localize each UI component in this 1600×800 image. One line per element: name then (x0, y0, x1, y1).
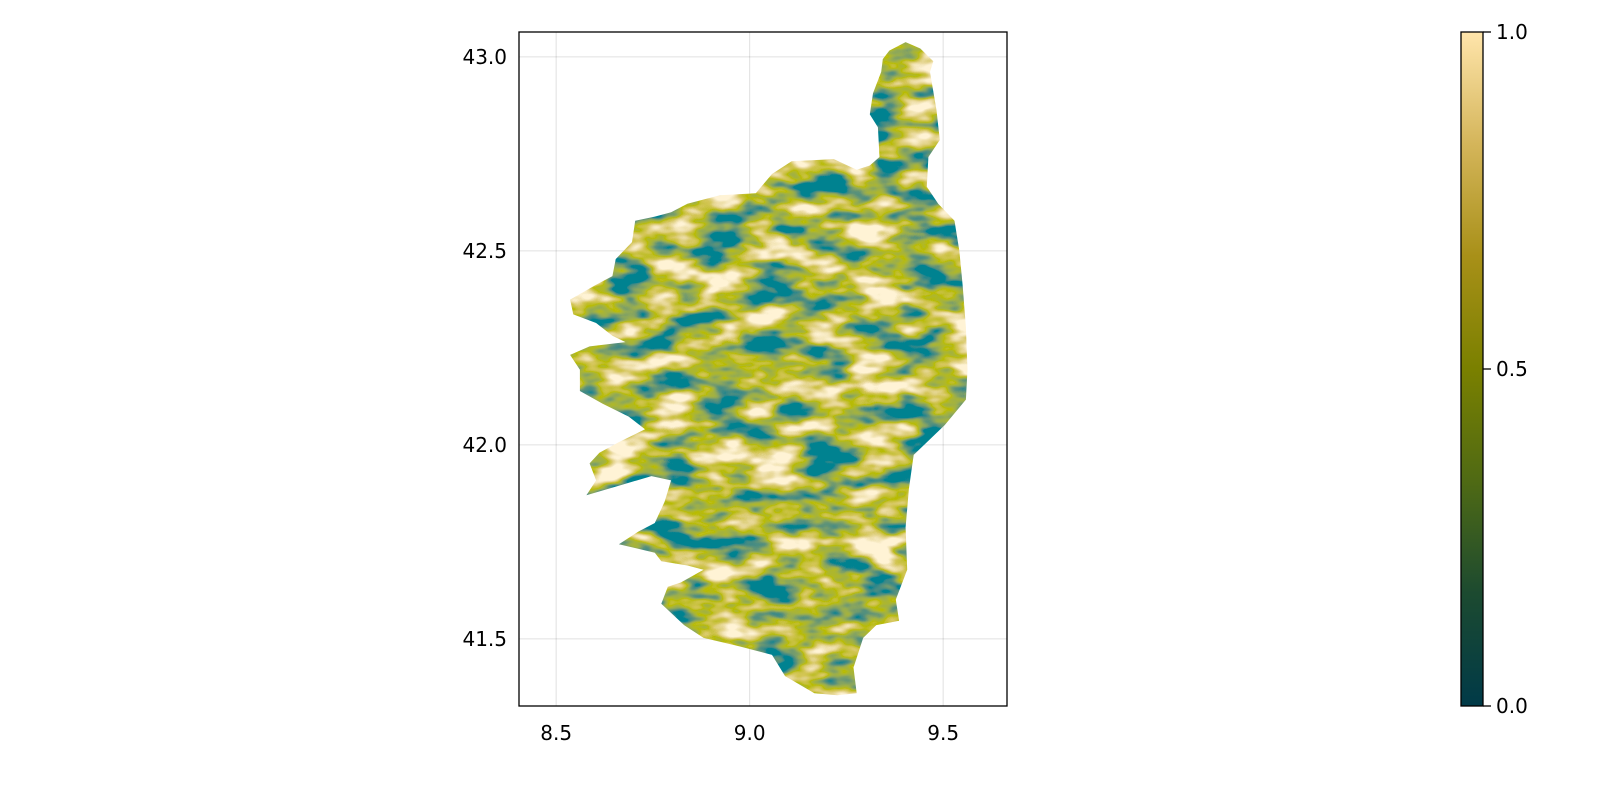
y-tick-label: 41.5 (462, 627, 507, 651)
colorbar-tick-label: 0.5 (1496, 357, 1528, 381)
colorbar-tick-label: 1.0 (1496, 20, 1528, 44)
colorbar-ticks: 0.0 0.5 1.0 (1483, 20, 1528, 718)
plot-frame (518, 31, 1008, 707)
x-tick-label: 9.5 (927, 721, 959, 745)
colorbar-gradient (1460, 31, 1484, 707)
colorbar: 0.0 0.5 1.0 (1460, 20, 1528, 718)
x-axis: 8.5 9.0 9.5 (540, 721, 959, 745)
y-axis: 41.5 42.0 42.5 43.0 (462, 45, 507, 651)
y-tick-label: 42.5 (462, 239, 507, 263)
y-tick-label: 43.0 (462, 45, 507, 69)
x-tick-label: 9.0 (734, 721, 766, 745)
y-tick-label: 42.0 (462, 433, 507, 457)
heatmap-cells (570, 42, 968, 696)
x-tick-label: 8.5 (540, 721, 572, 745)
heatmap-surface (570, 42, 968, 696)
colorbar-tick-label: 0.0 (1496, 694, 1528, 718)
